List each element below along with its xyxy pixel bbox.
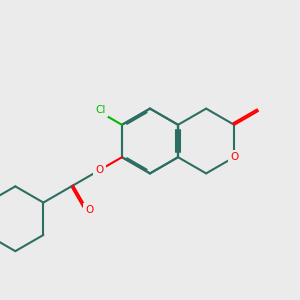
- Text: Cl: Cl: [96, 105, 106, 115]
- Text: O: O: [95, 165, 104, 175]
- Text: O: O: [230, 152, 238, 162]
- Text: O: O: [83, 209, 92, 219]
- Text: O: O: [85, 205, 94, 215]
- Text: Cl: Cl: [94, 106, 105, 116]
- Text: O: O: [95, 165, 104, 175]
- Text: O: O: [230, 152, 238, 162]
